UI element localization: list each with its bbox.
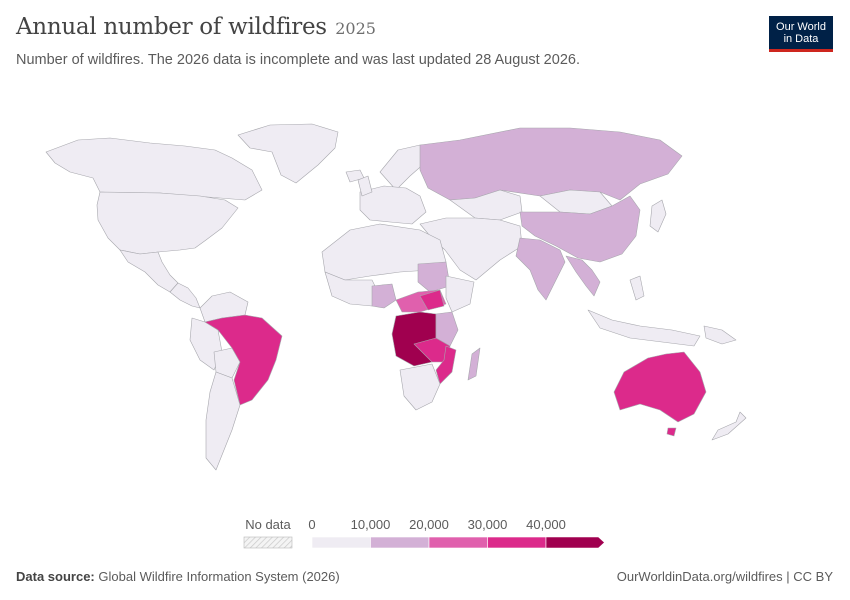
legend-tick-label: 20,000	[409, 517, 449, 532]
country-bolivia[interactable]	[213, 347, 241, 379]
data-source: Data source: Global Wildfire Information…	[16, 569, 340, 584]
logo-line-2: in Data	[783, 33, 819, 45]
legend-bin-1	[370, 536, 430, 549]
country-southern-africa[interactable]	[399, 363, 441, 411]
legend-bin-0	[311, 536, 371, 549]
legend-no-data-swatch	[243, 536, 293, 549]
legend-tick-label: 30,000	[468, 517, 508, 532]
map-legend: No data 0 10,000 20,000 30,000 40,000	[243, 517, 605, 549]
country-australia[interactable]	[613, 351, 707, 423]
chart-link[interactable]: OurWorldinData.org/wildfires | CC BY	[616, 569, 833, 584]
country-sudan[interactable]	[417, 261, 451, 293]
country-new-zealand[interactable]	[711, 411, 747, 441]
chart-subtitle: Number of wildfires. The 2026 data is in…	[16, 52, 580, 68]
country-horn-africa[interactable]	[445, 275, 475, 313]
country-uk[interactable]	[357, 175, 373, 197]
country-papua-new-guinea[interactable]	[703, 325, 737, 345]
title-text: Annual number of wildfires	[16, 14, 327, 40]
legend-bin-4	[545, 536, 605, 549]
country-south-sudan[interactable]	[419, 289, 445, 311]
country-brazil[interactable]	[204, 314, 283, 406]
country-canada[interactable]	[45, 137, 263, 201]
country-indonesia[interactable]	[587, 309, 701, 347]
country-nigeria[interactable]	[371, 283, 397, 309]
legend-bin-2	[428, 536, 488, 549]
country-myanmar-indochina[interactable]	[565, 255, 601, 297]
country-mexico[interactable]	[119, 249, 179, 293]
country-philippines[interactable]	[629, 275, 645, 301]
country-japan[interactable]	[649, 199, 667, 233]
country-southern-cone[interactable]	[205, 371, 241, 471]
country-east-africa[interactable]	[435, 311, 459, 347]
logo-line-1: Our World	[776, 21, 826, 33]
title-year: 2025	[335, 19, 376, 38]
legend-tick-label: 0	[308, 517, 315, 532]
legend-no-data-label: No data	[245, 517, 291, 532]
legend-tick-label: 40,000	[526, 517, 566, 532]
owid-logo[interactable]: Our World in Data	[769, 16, 833, 52]
legend-bin-3	[487, 536, 547, 549]
country-europe-west[interactable]	[359, 185, 427, 225]
legend-ticks: 0 10,000 20,000 30,000 40,000	[308, 517, 566, 532]
logo-red-bar	[769, 49, 833, 52]
world-map	[45, 123, 747, 471]
data-source-label: Data source:	[16, 569, 95, 584]
country-russia[interactable]	[419, 127, 683, 201]
country-india[interactable]	[515, 237, 566, 301]
country-china[interactable]	[519, 195, 641, 263]
country-tasmania[interactable]	[666, 427, 677, 437]
country-madagascar[interactable]	[467, 347, 481, 381]
data-source-text: Global Wildfire Information System (2026…	[98, 569, 340, 584]
country-middle-east[interactable]	[419, 217, 523, 281]
country-usa[interactable]	[96, 191, 239, 255]
country-greenland[interactable]	[237, 123, 339, 184]
country-central-america[interactable]	[169, 282, 201, 309]
legend-bins	[311, 536, 605, 549]
legend-tick-label: 10,000	[351, 517, 391, 532]
chart-title: Annual number of wildfires 2025	[16, 14, 376, 40]
country-scandinavia[interactable]	[379, 144, 427, 191]
